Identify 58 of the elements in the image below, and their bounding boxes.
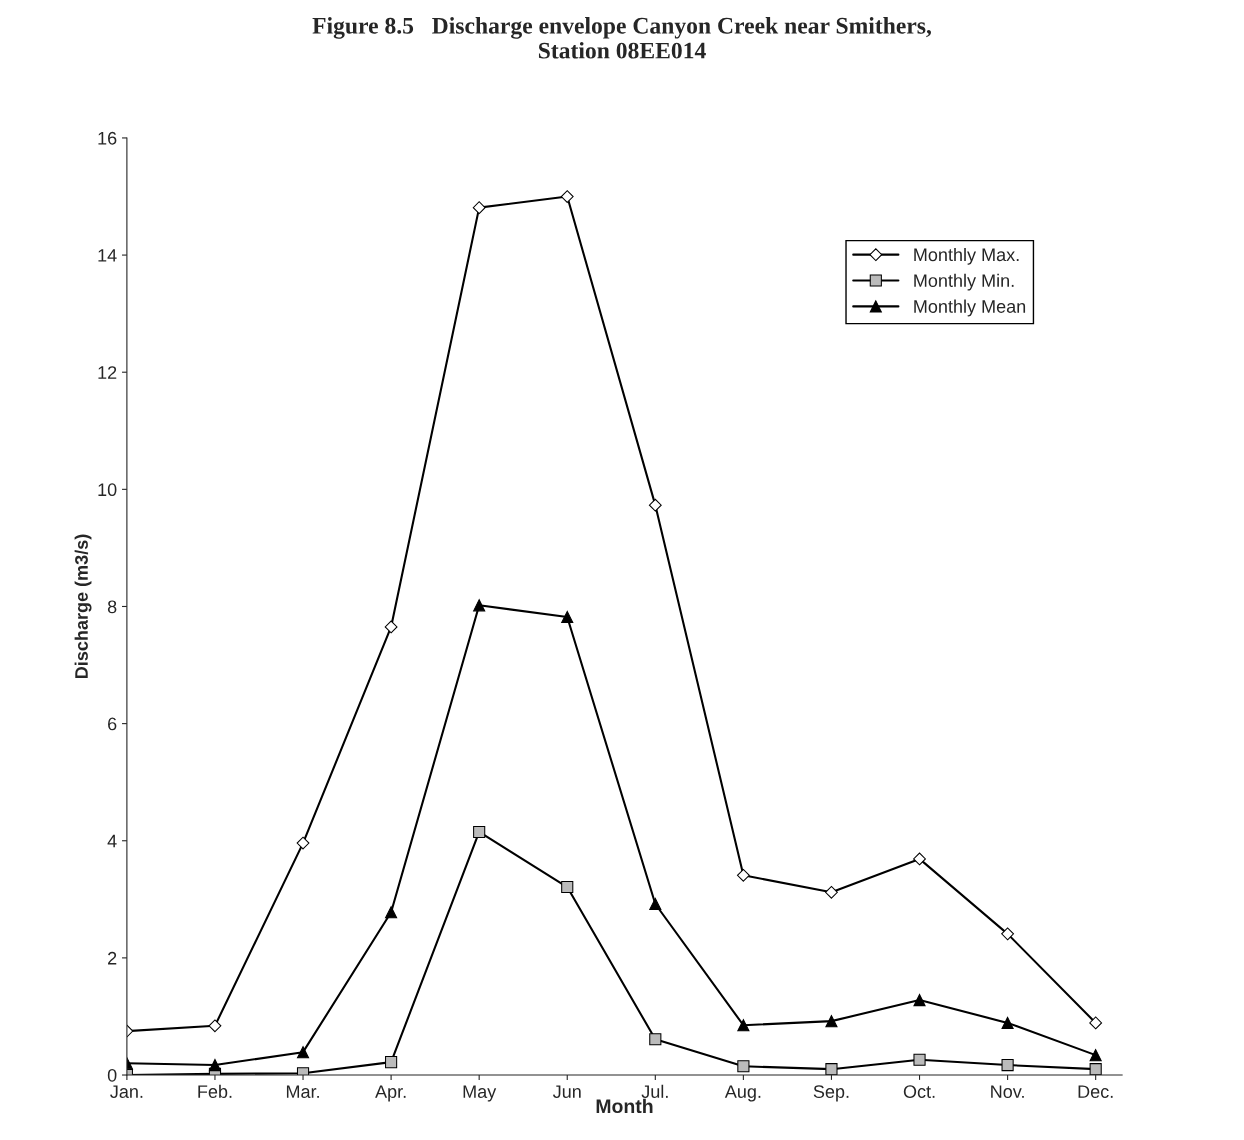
point [913,993,926,1007]
x-tick-label: Oct. [903,1085,935,1098]
point [1001,1016,1014,1029]
point [472,201,486,215]
point [561,610,574,624]
legend-label: Monthly Max. [914,247,1019,265]
x-tick-label: May [463,1085,497,1102]
point [560,190,574,203]
y-tick-label: 16 [98,131,117,145]
point [648,498,662,512]
y-tick-label: 4 [107,834,117,848]
point [208,1058,222,1072]
x-tick-label: Aug. [724,1085,761,1102]
point [913,852,926,866]
x-tick-label: Dec. [1078,1085,1113,1098]
point [649,897,662,911]
point [296,836,310,850]
point [561,880,574,894]
y-tick-label: 2 [108,951,117,965]
point [296,1046,310,1059]
point [1089,1016,1103,1030]
point [737,1060,750,1073]
x-tick-label: Feb. [198,1084,232,1098]
point [1001,927,1015,941]
x-tick-label: Jan. [110,1085,143,1098]
point [473,825,486,839]
point [736,868,750,882]
point [825,1063,838,1076]
y-tick-label: 14 [98,249,117,262]
legend-label: Monthly Mean [914,299,1026,317]
chart-title: Figure 8.5 Discharge envelope Canyon Creek near Smithers, Station 08EE014 [312,17,931,59]
point [825,885,838,899]
x-tick-label: Sep. [813,1085,849,1102]
y-tick-label: 6 [108,717,117,731]
y-axis-title: Discharge (m3/s) [74,534,92,679]
x-tick-label: Jun [552,1085,581,1098]
y-tick-label: 12 [98,366,117,379]
point [385,906,398,919]
point [913,1053,926,1066]
point [385,1056,398,1069]
x-tick-label: Mar. [286,1085,319,1098]
y-tick-label: 10 [98,483,117,497]
point [649,1033,662,1046]
x-tick-label: Nov. [991,1085,1024,1098]
point [737,1019,750,1032]
point [384,620,398,634]
point [1001,1058,1014,1072]
legend-label: Monthly Min. [914,273,1014,291]
x-tick-label: Apr. [375,1085,406,1102]
x-tick-label: Jul. [641,1084,668,1098]
y-tick-label: 8 [107,600,117,614]
y-tick-label: 0 [107,1068,117,1082]
point [473,599,486,612]
x-axis-title: Month [596,1098,653,1114]
point [208,1019,222,1033]
point [1089,1063,1102,1076]
point [1089,1049,1102,1062]
point [825,1015,838,1028]
